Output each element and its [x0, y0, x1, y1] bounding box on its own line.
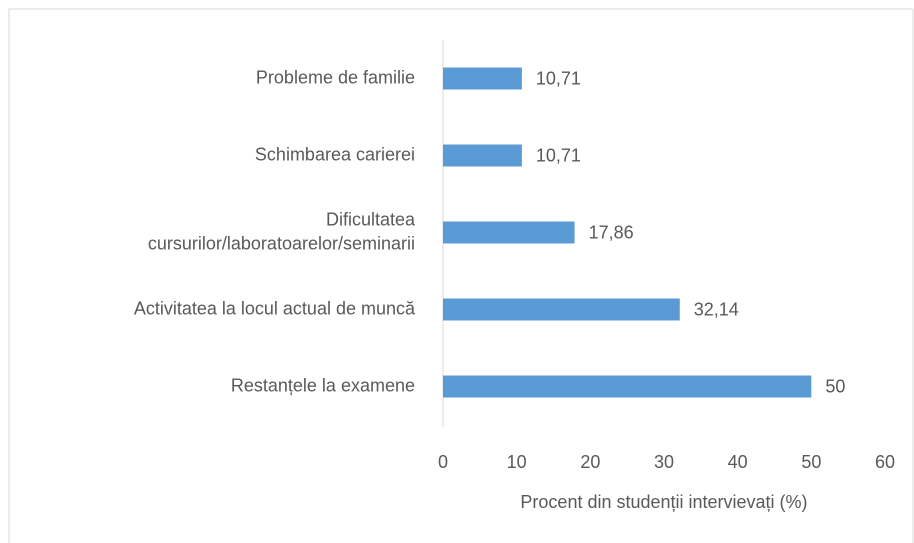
x-tick-label: 40	[728, 452, 748, 472]
y-tick-label: Schimbarea carierei	[255, 144, 415, 164]
y-tick-label: Restanțele la examene	[231, 375, 415, 395]
y-tick-label: Probleme de familie	[256, 67, 415, 87]
x-axis-title: Procent din studenții intervievați (%)	[520, 492, 807, 512]
chart-frame	[8, 8, 914, 543]
value-label: 10,71	[536, 68, 581, 88]
bar	[443, 298, 680, 321]
x-tick-label: 30	[654, 452, 674, 472]
x-tick-label: 0	[438, 452, 448, 472]
x-tick-label: 10	[507, 452, 527, 472]
x-tick-label: 50	[801, 452, 821, 472]
y-tick-label: Dificultatea cursurilor/laboratoarelor/se…	[148, 209, 416, 253]
x-tick-label: 60	[875, 452, 895, 472]
value-label: 17,86	[589, 222, 634, 242]
x-tick-label: 20	[580, 452, 600, 472]
bar	[443, 144, 522, 167]
bar	[443, 375, 812, 398]
value-label: 10,71	[536, 145, 581, 165]
y-tick-label: Activitatea la locul actual de muncă	[134, 298, 416, 318]
value-label: 50	[825, 376, 845, 396]
bar	[443, 221, 575, 244]
value-label: 32,14	[694, 299, 739, 319]
bar	[443, 67, 522, 90]
